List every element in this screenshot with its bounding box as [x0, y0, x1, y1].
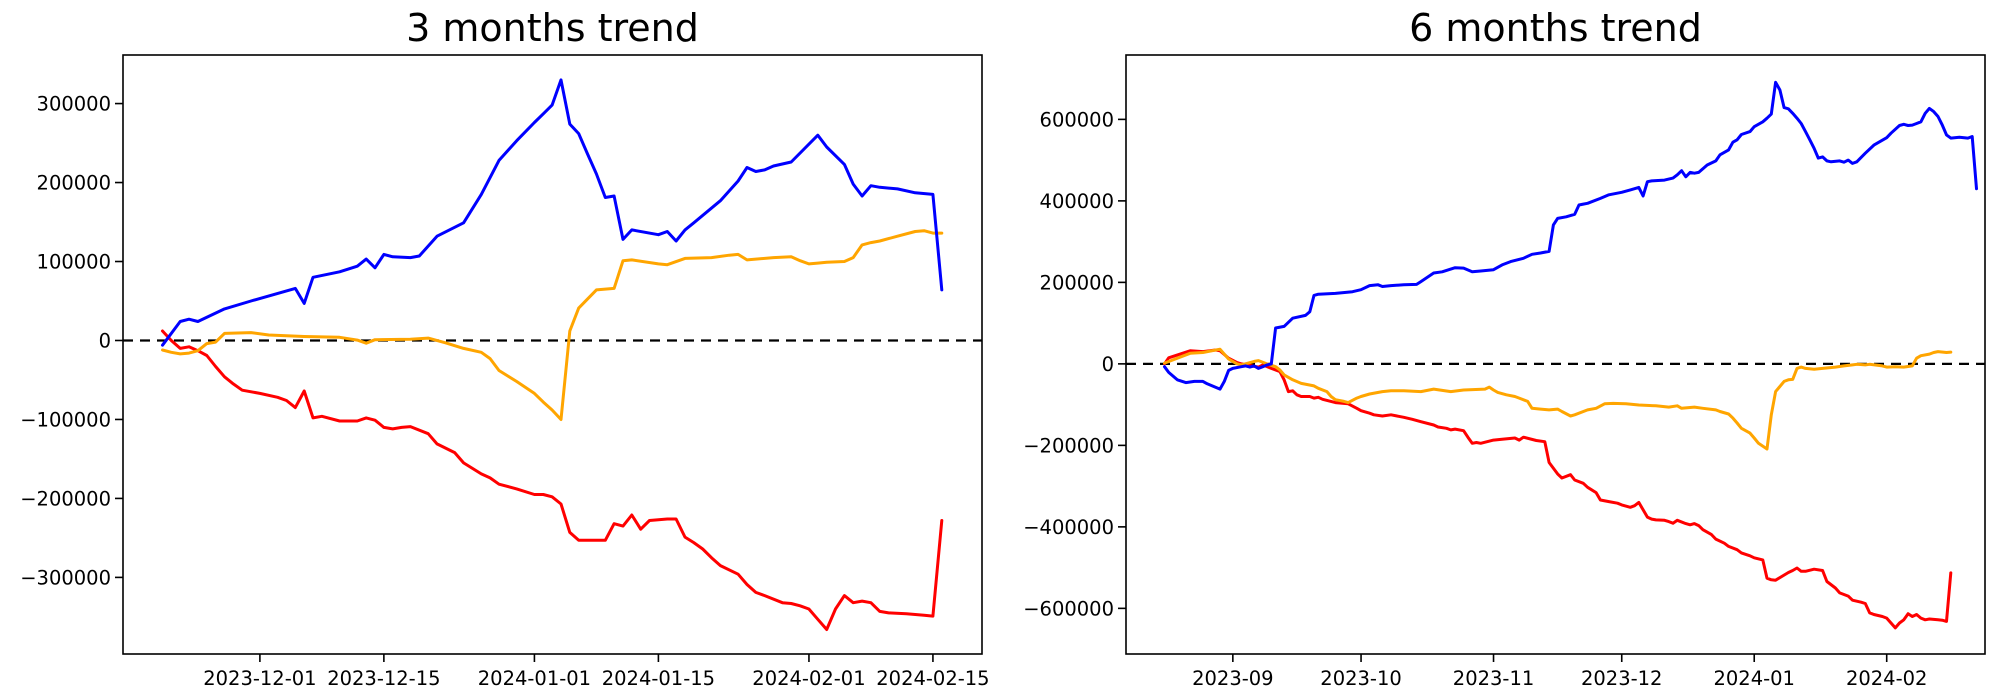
chart-title: 6 months trend: [1409, 6, 1702, 50]
x-tick-label: 2023-10: [1320, 667, 1401, 690]
y-tick-label: 200000: [37, 172, 111, 195]
y-tick-label: −200000: [20, 487, 111, 510]
series-orange: [161, 229, 944, 421]
x-tick-label: 2024-01-01: [478, 667, 591, 690]
chart-title: 3 months trend: [406, 6, 699, 50]
x-tick-label: 2023-09: [1192, 667, 1273, 690]
x-tick-label: 2023-11: [1453, 667, 1534, 690]
y-tick-label: 200000: [1040, 271, 1114, 294]
series-red: [1163, 348, 1953, 630]
y-tick-label: 300000: [37, 93, 111, 116]
series-blue: [161, 78, 944, 347]
x-tick-label: 2023-12-01: [203, 667, 316, 690]
series-blue: [1163, 80, 1978, 391]
x-tick-label: 2023-12: [1581, 667, 1662, 690]
y-tick-label: −200000: [1023, 434, 1114, 457]
y-tick-label: 600000: [1040, 108, 1114, 131]
chart-6-months: 6 months trend 600000 400000 200000 0 −20000…: [1023, 6, 1986, 690]
x-tick-label: 2024-02: [1846, 667, 1927, 690]
plot-border: [122, 54, 983, 655]
y-tick-label: 0: [99, 329, 111, 352]
x-tick-label: 2024-01-15: [602, 667, 715, 690]
y-tick-label: 400000: [1040, 190, 1114, 213]
x-tick-label: 2023-12-15: [327, 667, 440, 690]
y-tick-label: −600000: [1023, 597, 1114, 620]
chart-3-months: 3 months trend 300000 200000 100000 0 −10000…: [20, 6, 989, 690]
y-tick-label: −100000: [20, 408, 111, 431]
plot-area-1: 600000 400000 200000 0 −200000 −400000 −600000…: [1023, 80, 1985, 690]
y-tick-label: −300000: [20, 566, 111, 589]
x-tick-label: 2024-02-01: [752, 667, 865, 690]
x-tick-label: 2024-02-15: [876, 667, 989, 690]
plot-border: [1125, 54, 1986, 655]
y-tick-label: 100000: [37, 251, 111, 274]
series-orange: [1163, 347, 1953, 451]
plot-area-0: 300000 200000 100000 0 −100000 −200000 −300000…: [20, 78, 990, 690]
y-tick-label: −400000: [1023, 516, 1114, 539]
y-tick-label: 0: [1102, 353, 1114, 376]
x-tick-label: 2024-01: [1713, 667, 1794, 690]
series-red: [161, 329, 944, 631]
